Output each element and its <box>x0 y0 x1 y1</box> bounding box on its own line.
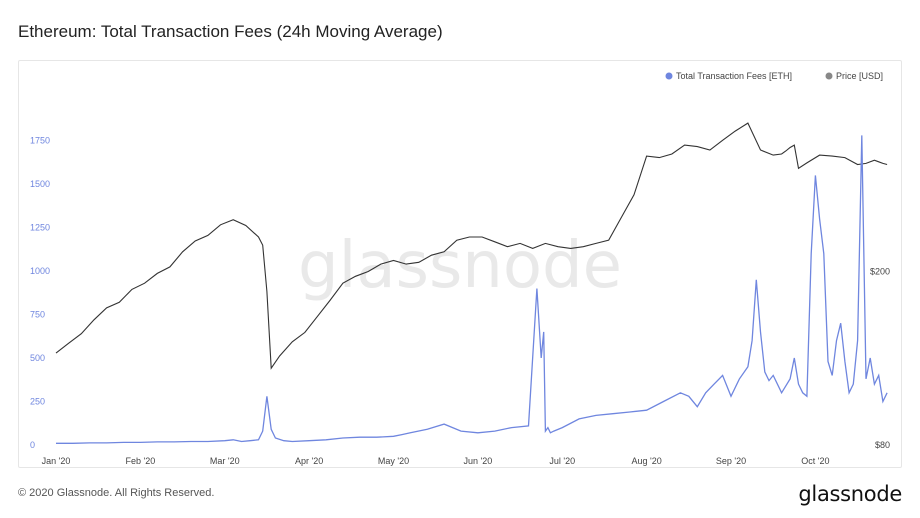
y-tick-label-left: 1750 <box>30 136 50 146</box>
x-tick-label: Apr '20 <box>295 456 323 466</box>
x-tick-label: Mar '20 <box>210 456 240 466</box>
watermark-text: glassnode <box>298 229 622 303</box>
chart-svg: glassnode 0 250 500 750 1000 1250 1500 1750 $80… <box>30 71 890 466</box>
y-tick-label-right: $80 <box>875 440 890 450</box>
y-tick-label-left: 1250 <box>30 223 50 233</box>
y-tick-label-left: 500 <box>30 353 45 363</box>
brand-logo: glassnode <box>798 482 902 506</box>
y-tick-label-left: 0 <box>30 440 35 450</box>
y-tick-label-left: 250 <box>30 397 45 407</box>
legend: Total Transaction Fees [ETH] Price [USD] <box>665 71 883 81</box>
right-axis: $80 $200 <box>870 267 890 450</box>
x-tick-label: Sep '20 <box>716 456 746 466</box>
chart-frame <box>18 60 902 468</box>
x-tick-label: Jul '20 <box>549 456 575 466</box>
y-tick-label-left: 750 <box>30 310 45 320</box>
x-tick-label: May '20 <box>378 456 409 466</box>
x-axis: Jan '20 Feb '20 Mar '20 Apr '20 May '20 Jun '… <box>42 456 830 466</box>
x-tick-label: Aug '20 <box>632 456 662 466</box>
series-line-fees <box>56 135 888 444</box>
x-tick-label: Oct '20 <box>801 456 829 466</box>
y-tick-label-left: 1000 <box>30 266 50 276</box>
x-tick-label: Jun '20 <box>464 456 493 466</box>
legend-marker-price <box>825 72 833 80</box>
left-axis: 0 250 500 750 1000 1250 1500 1750 <box>30 136 50 450</box>
legend-marker-fees <box>665 72 673 80</box>
y-tick-label-left: 1500 <box>30 179 50 189</box>
page-title: Ethereum: Total Transaction Fees (24h Mo… <box>18 22 443 41</box>
x-tick-label: Feb '20 <box>126 456 156 466</box>
x-tick-label: Jan '20 <box>42 456 71 466</box>
copyright-text: © 2020 Glassnode. All Rights Reserved. <box>18 487 215 499</box>
series-line-price <box>55 122 888 370</box>
y-tick-label-right: $200 <box>870 267 890 277</box>
legend-label-fees: Total Transaction Fees [ETH] <box>676 71 792 81</box>
legend-label-price: Price [USD] <box>836 71 883 81</box>
